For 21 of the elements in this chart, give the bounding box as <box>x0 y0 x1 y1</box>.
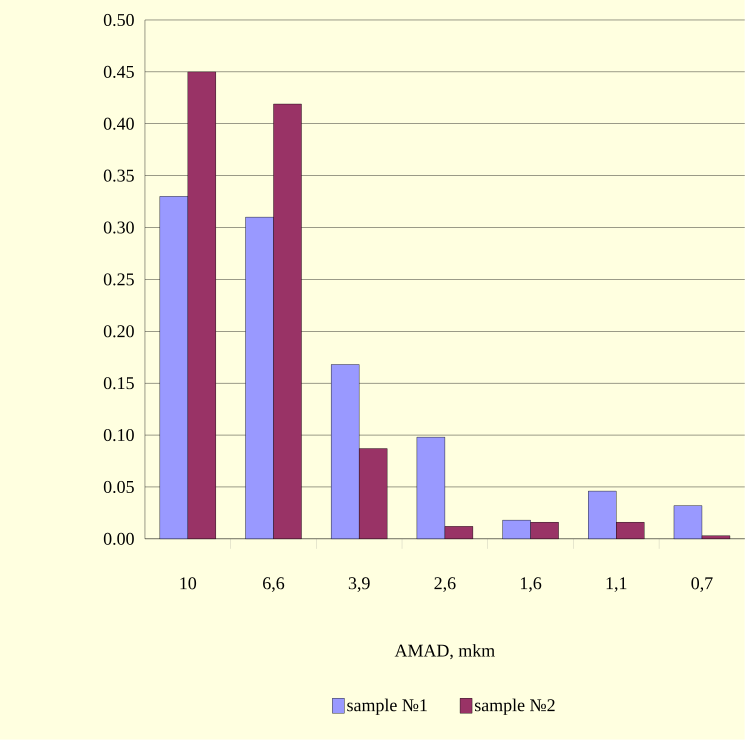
y-tick-label: 0.45 <box>104 66 134 78</box>
x-tick-label: 10 <box>180 577 196 590</box>
x-tick-label: 1,6 <box>520 577 542 592</box>
y-tick-label: 0.30 <box>104 222 134 234</box>
y-tick-label: 0.10 <box>104 429 134 442</box>
y-tick-label: 0.20 <box>104 325 134 338</box>
legend-label: sample №2 <box>474 698 555 716</box>
x-tick-label: 3,9 <box>348 577 370 592</box>
x-tick-label: 0,7 <box>691 577 713 592</box>
x-axis-title: AMAD, mkm <box>394 644 495 660</box>
x-tick-label: 1,1 <box>606 577 626 592</box>
x-tick-label: 2,6 <box>434 577 456 592</box>
y-tick-label: 0.25 <box>104 273 134 286</box>
y-tick-label: 0.05 <box>104 480 134 494</box>
y-tick-label: 0.35 <box>104 170 134 182</box>
y-tick-label: 0.15 <box>104 377 134 390</box>
x-tick-label: 6,6 <box>263 577 284 592</box>
y-tick-label: 0.50 <box>104 14 134 26</box>
y-tick-label: 0.00 <box>104 532 134 546</box>
legend-label: sample №1 <box>347 698 427 716</box>
y-tick-label: 0.40 <box>104 118 134 130</box>
